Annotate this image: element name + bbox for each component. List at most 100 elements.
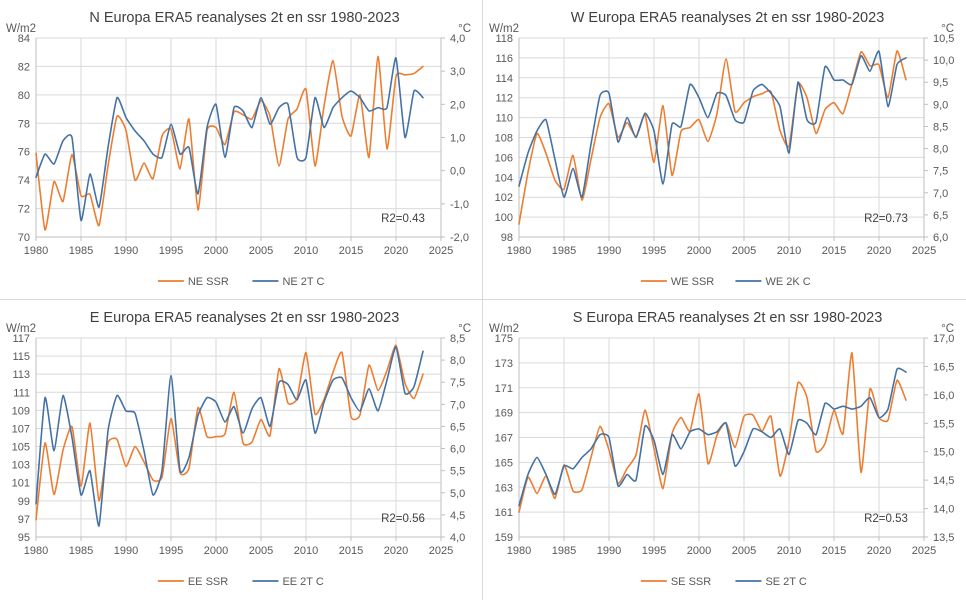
y2-axis-tick: 15,0 <box>933 447 954 459</box>
x-axis-tick: 2025 <box>912 545 936 557</box>
y-axis-tick: 167 <box>495 433 513 445</box>
y-axis-tick: 116 <box>495 53 513 65</box>
x-axis-tick: 2015 <box>339 245 363 257</box>
x-axis-tick: 2005 <box>249 545 273 557</box>
y2-axis-tick: 16,5 <box>933 361 954 373</box>
y2-axis-tick: 14,5 <box>933 475 954 487</box>
x-axis-tick: 2015 <box>822 545 846 557</box>
x-axis-tick: 2025 <box>429 545 453 557</box>
y2-axis-tick: 4,0 <box>450 33 465 45</box>
series-line-se-ssr <box>518 352 907 513</box>
panel-west: W Europa ERA5 reanalyses 2t en ssr 1980-… <box>483 0 966 300</box>
legend: NE SSR NE 2T C <box>157 276 324 288</box>
x-axis-tick: 1985 <box>552 245 576 257</box>
y2-axis-tick: 2,0 <box>450 99 465 111</box>
y2-axis-tick: 5,0 <box>450 488 465 500</box>
y-axis-tick: 173 <box>495 358 513 370</box>
series-line-we-ssr <box>518 50 907 225</box>
x-axis-tick: 1985 <box>69 545 93 557</box>
y-axis-tick: 72 <box>18 204 30 216</box>
y-axis-tick: 107 <box>12 423 30 435</box>
y-axis-tick: 165 <box>495 457 513 469</box>
legend-label-ne-ssr: NE SSR <box>188 276 229 288</box>
y2-axis-tick: 15,5 <box>933 418 954 430</box>
panel-north: N Europa ERA5 reanalyses 2t en ssr 1980-… <box>0 0 483 300</box>
x-axis-tick: 2025 <box>912 245 936 257</box>
series-line-we-2k-c <box>518 50 907 199</box>
y2-axis-tick: -1,0 <box>450 199 469 211</box>
y2-axis-tick: -2,0 <box>450 232 469 244</box>
y-axis-tick: 78 <box>18 118 30 130</box>
x-axis-tick: 2020 <box>384 545 408 557</box>
x-axis-tick-labels: 1980 1985 1990 1995 2000 2005 2010 2015 2020 2025 <box>507 237 936 257</box>
y2-axis-tick: 6,5 <box>450 421 465 433</box>
y2-axis-tick: 14,0 <box>933 504 954 516</box>
y2-axis-tick: 7,5 <box>933 166 948 178</box>
x-axis-tick: 2010 <box>777 245 801 257</box>
gridlines <box>35 337 442 538</box>
y2-axis-tick: 7,5 <box>450 377 465 389</box>
r-squared-annotation: R2=0.53 <box>864 513 908 525</box>
x-axis-tick: 2005 <box>732 245 756 257</box>
x-axis-tick: 1990 <box>597 545 621 557</box>
y-axis-unit-label: W/m2 <box>489 323 519 335</box>
y-axis-tick: 111 <box>13 387 30 399</box>
series-line-ee-2t-c <box>35 346 424 527</box>
y-axis-unit-label: W/m2 <box>6 323 36 335</box>
y2-axis-tick: 5,5 <box>450 466 465 478</box>
x-axis-tick: 1995 <box>159 545 183 557</box>
x-axis-tick: 1985 <box>69 245 93 257</box>
r-squared-annotation: R2=0.73 <box>864 213 908 225</box>
y-axis-tick: 97 <box>18 514 30 526</box>
panel-divider-horizontal <box>0 299 483 300</box>
r-squared-annotation: R2=0.43 <box>381 213 425 225</box>
chart-west-europe: W Europa ERA5 reanalyses 2t en ssr 1980-… <box>489 10 954 288</box>
legend: WE SSR WE 2K C <box>640 276 811 288</box>
y-axis-tick: 99 <box>18 496 30 508</box>
y-axis-tick: 70 <box>18 232 30 244</box>
y-axis-tick: 161 <box>495 507 513 519</box>
y2-axis-tick: 1,0 <box>450 133 465 145</box>
y2-axis-unit-label: °C <box>458 23 471 35</box>
x-axis-tick: 1990 <box>114 245 138 257</box>
panel-divider-vertical <box>482 0 483 300</box>
x-axis-tick: 1985 <box>552 545 576 557</box>
y2-axis-tick: 8,5 <box>450 333 465 345</box>
panel-divider-horizontal <box>483 299 966 300</box>
y-axis-tick: 117 <box>12 333 30 345</box>
y2-axis-tick: 8,5 <box>933 121 948 133</box>
y-axis-tick: 113 <box>12 369 30 381</box>
y-axis-tick: 82 <box>18 61 30 73</box>
y2-axis-tick: 7,0 <box>933 188 948 200</box>
y2-axis-tick: 6,0 <box>933 232 948 244</box>
y-axis-tick-labels: 159 161 163 165 167 169 171 173 175 <box>495 333 513 544</box>
y-axis-tick: 74 <box>18 175 30 187</box>
y2-axis-tick: 4,0 <box>450 532 465 544</box>
legend-label-se-2t-c: SE 2T C <box>765 576 806 588</box>
x-axis-tick: 1980 <box>24 245 48 257</box>
y2-axis-tick: 9,0 <box>933 99 948 111</box>
y-axis-tick-labels: 70 72 74 76 78 80 82 84 <box>18 33 30 244</box>
chart-title: E Europa ERA5 reanalyses 2t en ssr 1980-… <box>90 310 400 326</box>
y-axis-tick: 159 <box>495 532 513 544</box>
x-axis-tick: 2025 <box>429 245 453 257</box>
y2-axis-tick: 6,5 <box>933 210 948 222</box>
x-axis-tick: 1990 <box>114 545 138 557</box>
x-axis-tick: 2000 <box>204 545 228 557</box>
x-axis-tick: 1980 <box>507 545 531 557</box>
y2-axis-tick: 9,5 <box>933 77 948 89</box>
series-line-ne-2t-c <box>35 57 424 222</box>
y-axis-tick: 171 <box>495 383 513 395</box>
y2-axis-tick: 0,0 <box>450 166 465 178</box>
legend-label-ee-2t-c: EE 2T C <box>282 576 323 588</box>
series-line-se-2t-c <box>518 367 907 507</box>
x-axis-tick: 2015 <box>822 245 846 257</box>
x-axis-tick: 2020 <box>384 245 408 257</box>
x-axis-tick: 2000 <box>204 245 228 257</box>
x-axis-tick: 2010 <box>294 545 318 557</box>
legend: EE SSR EE 2T C <box>157 576 324 588</box>
y2-axis-tick: 10,5 <box>933 33 954 45</box>
y2-axis-tick-labels: -2,0 -1,0 0,0 1,0 2,0 3,0 4,0 <box>441 33 469 244</box>
x-axis-tick-labels: 1980 1985 1990 1995 2000 2005 2010 2015 2020 2025 <box>24 237 453 257</box>
